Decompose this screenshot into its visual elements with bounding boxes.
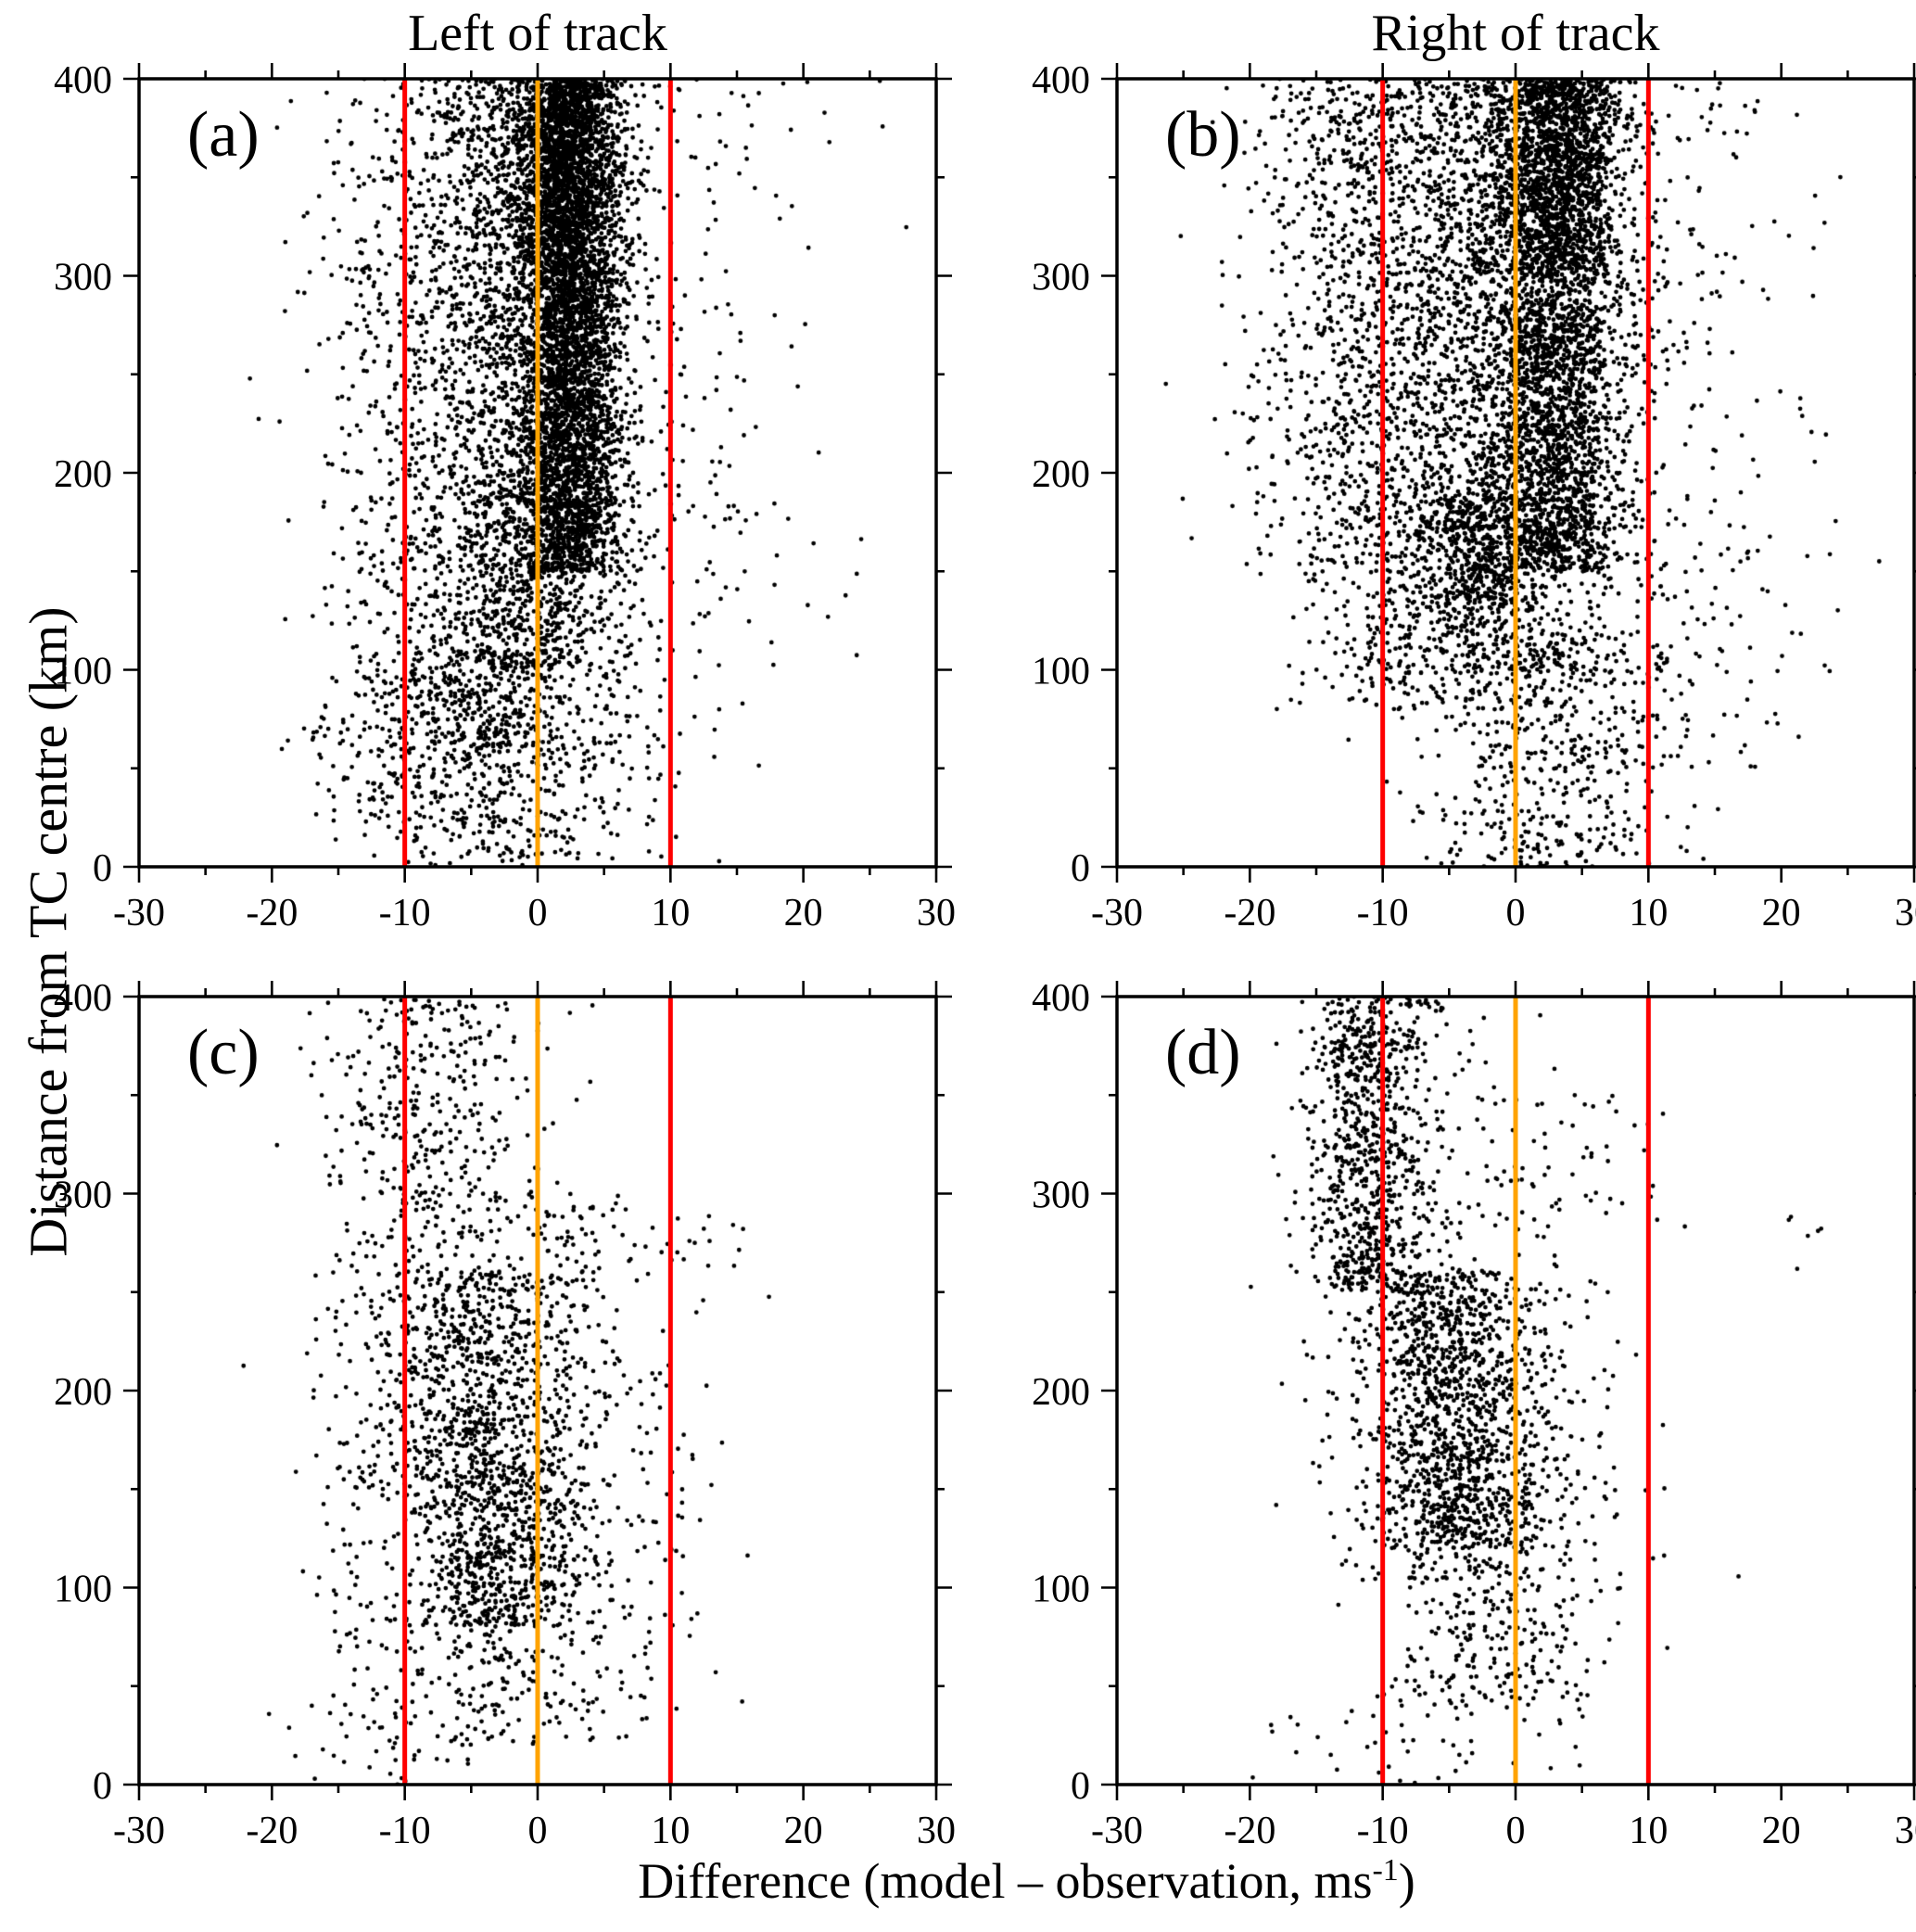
svg-text:-30: -30 [1091, 892, 1143, 934]
panel-d-label: (d) [1165, 1017, 1241, 1088]
svg-text:-20: -20 [1224, 892, 1275, 934]
panel-b-label: (b) [1165, 99, 1241, 171]
svg-text:-10: -10 [379, 1810, 431, 1852]
svg-text:200: 200 [54, 1371, 112, 1414]
svg-text:0: 0 [528, 892, 548, 934]
x-axis-label: Difference (model – observation, ms-1) [139, 1852, 1914, 1910]
panel-c-label: (c) [187, 1017, 260, 1088]
svg-text:400: 400 [54, 977, 112, 1020]
svg-text:200: 200 [1032, 1371, 1090, 1414]
svg-text:-30: -30 [1091, 1810, 1143, 1852]
panel-a: -30 -20 -10 0 10 20 30 0 100 200 300 400 (a) [54, 59, 956, 934]
svg-text:0: 0 [93, 847, 112, 890]
svg-text:20: 20 [784, 892, 823, 934]
svg-text:30: 30 [1895, 892, 1916, 934]
x-axis-label-close: ) [1398, 1853, 1415, 1909]
svg-text:100: 100 [1032, 1569, 1090, 1611]
svg-text:-30: -30 [113, 1810, 165, 1852]
svg-text:-20: -20 [246, 1810, 298, 1852]
svg-text:300: 300 [54, 257, 112, 299]
svg-text:100: 100 [54, 651, 112, 693]
svg-text:-10: -10 [1357, 892, 1409, 934]
svg-text:300: 300 [54, 1175, 112, 1217]
svg-text:200: 200 [54, 453, 112, 496]
x-axis-label-main: Difference (model – observation, ms [638, 1853, 1373, 1909]
svg-text:0: 0 [93, 1765, 112, 1808]
x-axis-label-superscript: -1 [1372, 1853, 1399, 1888]
svg-text:10: 10 [651, 892, 690, 934]
svg-text:300: 300 [1032, 257, 1090, 299]
svg-text:0: 0 [528, 1810, 548, 1852]
svg-text:20: 20 [1762, 1810, 1801, 1852]
svg-text:10: 10 [651, 1810, 690, 1852]
svg-text:10: 10 [1629, 892, 1668, 934]
svg-text:0: 0 [1506, 892, 1526, 934]
column-title-right-of-track: Right of track [1371, 5, 1660, 62]
svg-text:100: 100 [1032, 651, 1090, 693]
svg-text:0: 0 [1071, 847, 1090, 890]
svg-text:20: 20 [784, 1810, 823, 1852]
svg-text:100: 100 [54, 1569, 112, 1611]
svg-text:0: 0 [1506, 1810, 1526, 1852]
svg-text:-20: -20 [1224, 1810, 1275, 1852]
svg-text:30: 30 [917, 892, 956, 934]
svg-text:-30: -30 [113, 892, 165, 934]
svg-text:400: 400 [54, 59, 112, 102]
svg-text:400: 400 [1032, 977, 1090, 1020]
panel-c: -30 -20 -10 0 10 20 30 0 100 200 300 400 (c) [54, 977, 956, 1852]
svg-text:0: 0 [1071, 1765, 1090, 1808]
svg-text:200: 200 [1032, 453, 1090, 496]
column-title-left-of-track: Left of track [408, 5, 667, 62]
y-axis-label: Distance from TC centre (km) [18, 606, 79, 1257]
svg-text:300: 300 [1032, 1175, 1090, 1217]
svg-text:10: 10 [1629, 1810, 1668, 1852]
svg-text:30: 30 [917, 1810, 956, 1852]
svg-text:400: 400 [1032, 59, 1090, 102]
svg-text:-10: -10 [1357, 1810, 1409, 1852]
panel-a-label: (a) [187, 99, 260, 171]
svg-text:-10: -10 [379, 892, 431, 934]
svg-text:30: 30 [1895, 1810, 1916, 1852]
svg-text:20: 20 [1762, 892, 1801, 934]
svg-text:-20: -20 [246, 892, 298, 934]
